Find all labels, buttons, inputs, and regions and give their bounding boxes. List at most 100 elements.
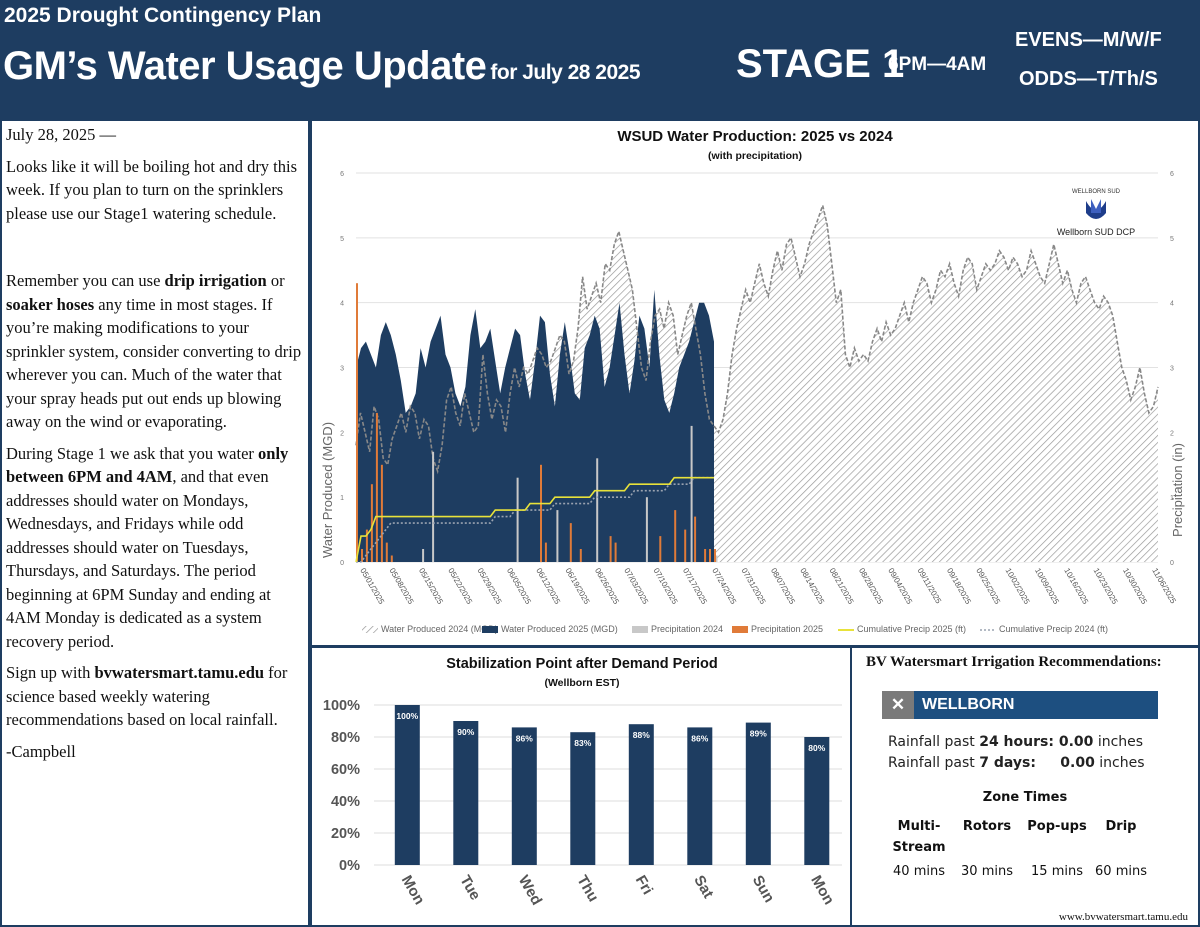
line-2024 [355,202,1159,475]
emphasis-hours: only between 6PM and 4AM [6,443,289,487]
legend-label: Cumulative Precip 2025 (ft) [857,624,966,634]
x-tick-label: 07/03/2025 [622,567,650,607]
y-tick-label: 6 [340,171,344,178]
y-axis-label: Water Produced (MGD) [320,422,335,558]
production-chart-panel: WSUD Water Production: 2025 vs 2024 (wit… [312,121,1198,645]
precip-2025-bar [684,529,687,562]
stab-category-label: Fri [632,873,656,898]
x-tick-label: 06/19/2025 [564,567,592,607]
letter-dateline: July 28, 2025 — [6,125,117,144]
watersmart-link[interactable]: bvwatersmart.tamu.edu [94,663,265,682]
zone-name: Rotors [962,819,1012,834]
letter-paragraph-2: Remember you can use drip irrigation or … [6,269,304,434]
stab-subtitle: (Wellborn EST) [544,677,619,689]
text-run: Rainfall past [888,734,980,750]
precip-2025-bar [609,536,612,562]
stab-data-label: 86% [691,733,708,743]
x-tick-label: 08/21/2025 [828,567,856,607]
text-run: for science based weekly watering recomm… [6,663,288,729]
stab-data-label: 89% [750,729,767,739]
production-chart: WSUD Water Production: 2025 vs 2024 (wit… [320,128,1185,634]
precip-2025-bar [579,549,582,562]
stab-bar [804,737,830,865]
cum-precip-2024-line [356,476,714,563]
legend-swatch [482,626,498,633]
legend-swatch [362,626,378,633]
x-tick-label: 05/29/2025 [476,567,504,607]
x-tick-label: 09/11/2025 [916,567,944,606]
zone-name: Pop-ups [1027,819,1087,834]
rain-value: : 0.00 [1030,755,1095,771]
zone-time: 60 mins [1095,864,1147,879]
close-icon[interactable]: ✕ [882,691,914,719]
text-run: Sign up with [6,663,95,682]
stab-bar [453,721,479,865]
location-bar: ✕ WELLBORN [882,691,1158,719]
precip-2025-bar [674,510,677,562]
gm-letter: July 28, 2025 — Looks like it will be bo… [2,121,308,925]
x-tick-label: 05/15/2025 [417,567,445,607]
zone-rotors: Rotors 30 mins [952,816,1022,879]
precip-2025-bar [614,542,617,562]
stabilization-chart: Stabilization Point after Demand Period … [323,656,842,908]
emphasis-drip: drip irrigation [164,271,267,290]
chart-title: WSUD Water Production: 2025 vs 2024 [617,128,893,145]
y2-tick-label: 3 [1170,366,1174,373]
x-tick-label: 06/26/2025 [593,567,621,607]
cum-precip-2025-line [355,476,714,563]
y2-tick-label: 2 [1170,430,1174,437]
rain-period: 7 days [979,755,1031,771]
y-tick-label: 1 [340,495,344,502]
area-2025 [356,289,714,562]
precip-2025-bar [714,549,716,562]
y-tick-label: 0 [340,560,344,567]
stab-bar [628,724,654,865]
logo-arc-text: WELLBORN SUD [1072,189,1121,195]
stabilization-chart-panel: Stabilization Point after Demand Period … [312,648,850,925]
legend-label: Cumulative Precip 2024 (ft) [999,624,1108,634]
x-tick-label: 10/16/2025 [1062,567,1090,607]
y-tick-label: 0% [339,858,360,874]
x-tick-label: 07/10/2025 [652,567,680,607]
zone-name: Multi-Stream [892,819,946,855]
text-run: inches [1093,734,1144,750]
text-run: , and that even addresses should water o… [6,467,271,651]
x-tick-label: 09/04/2025 [886,567,914,607]
bv-title: BV Watersmart Irrigation Recommendations… [866,654,1162,670]
evens-schedule: EVENS—M/W/F [1015,29,1162,51]
legend-label: Precipitation 2024 [651,624,723,634]
x-tick-label: 05/01/2025 [358,567,386,607]
precip-2025-bar [370,484,373,562]
stab-category-label: Mon [398,873,428,908]
x-tick-label: 09/25/2025 [974,567,1002,607]
stab-bar [394,705,420,865]
y-tick-label: 100% [323,698,360,714]
legend-label: Precipitation 2025 [751,624,823,634]
x-tick-label: 08/07/2025 [769,567,797,607]
stab-category-label: Thu [573,873,601,905]
legend-label: Water Produced 2025 (MGD) [501,624,618,634]
x-tick-label: 05/22/2025 [446,567,474,607]
x-tick-label: 07/17/2025 [681,567,709,607]
x-tick-label: 10/23/2025 [1092,567,1120,607]
y2-tick-label: 4 [1170,301,1174,308]
precip-2025-bar [390,555,393,562]
plan-title: 2025 Drought Contingency Plan [4,4,322,27]
header-banner: 2025 Drought Contingency Plan GM’s Water… [0,0,1200,120]
x-tick-label: 11/06/2025 [1150,567,1178,606]
precip-2025-bar [385,542,388,562]
precip-2024-bar [596,458,599,562]
y2-tick-label: 1 [1170,495,1174,502]
precip-2025-bar [704,549,707,562]
y-tick-label: 40% [331,794,360,810]
precip-2024-bar [432,451,435,562]
stage-label: STAGE 1 [736,42,905,86]
location-name: WELLBORN [922,696,1015,713]
stab-data-label: 88% [633,730,650,740]
main-title: GM’s Water Usage Update [3,44,487,88]
x-tick-label: 08/28/2025 [857,567,885,607]
precip-2025-bar [380,464,383,563]
y-tick-label: 3 [340,366,344,373]
footer-url[interactable]: www.bvwatersmart.tamu.edu [1058,911,1188,923]
zone-time: 15 mins [1031,864,1083,879]
